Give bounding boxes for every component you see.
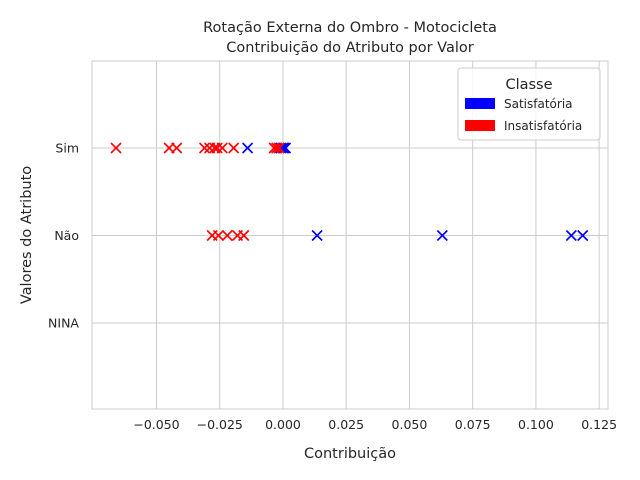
x-tick-label: 0.050 (392, 417, 428, 432)
legend-swatch-insatisfatoria (465, 120, 495, 131)
point-mark-stroke (311, 229, 323, 242)
x-tick-label: 0.075 (455, 417, 491, 432)
data-point-insatisfatoria (110, 142, 122, 154)
data-point-insatisfatoria (198, 142, 211, 154)
point-mark-stroke (221, 229, 233, 242)
x-axis-ticks: −0.050 −0.025 0.000 0.025 0.050 0.075 0.100 0.1… (133, 417, 617, 432)
data-point-insatisfatoria (171, 142, 183, 154)
legend-label-satisfatoria: Satisfatória (504, 97, 573, 111)
x-tick-label: 0.025 (328, 417, 364, 432)
data-point-insatisfatoria (273, 142, 285, 154)
point-mark-stroke (271, 142, 283, 154)
point-mark-stroke (273, 142, 285, 154)
data-point-satisfatoria (311, 229, 323, 242)
point-mark-stroke (211, 142, 223, 154)
data-point-insatisfatoria (216, 142, 228, 154)
y-tick-label-sim: Sim (55, 141, 79, 156)
plot-frame (91, 60, 609, 410)
legend-swatch-satisfatoria (465, 98, 495, 109)
x-axis-label: Contribuição (304, 446, 396, 462)
legend-label-insatisfatoria: Insatisfatória (504, 119, 582, 133)
point-mark-stroke (212, 229, 225, 242)
point-mark-stroke (241, 142, 254, 154)
point-mark-stroke (110, 142, 122, 154)
data-point-insatisfatoria (268, 142, 280, 154)
y-axis-ticks: Sim Não NINA (48, 141, 79, 331)
data-point-insatisfatoria (221, 229, 233, 242)
x-tick-label: 0.000 (265, 417, 301, 432)
data-point-satisfatoria (241, 142, 254, 154)
point-mark-stroke (238, 229, 250, 242)
data-point-insatisfatoria (271, 142, 283, 154)
point-mark-stroke (198, 142, 211, 154)
data-point-satisfatoria (436, 229, 448, 242)
data-point-satisfatoria (577, 229, 589, 242)
y-tick-label-nao: Não (54, 228, 79, 243)
point-mark-stroke (565, 229, 577, 242)
point-mark-stroke (171, 142, 183, 154)
x-tick-label: −0.050 (133, 417, 179, 432)
data-point-insatisfatoria (228, 142, 240, 154)
data-point-satisfatoria (565, 229, 577, 242)
chart-title-line-2: Contribuição do Atributo por Valor (226, 40, 473, 56)
y-axis-label: Valores do Atributo (19, 166, 35, 304)
legend-title: Classe (505, 77, 552, 93)
point-mark-stroke (216, 142, 228, 154)
x-tick-label: −0.025 (197, 417, 243, 432)
point-mark-stroke (436, 229, 448, 242)
data-points (110, 142, 589, 242)
x-tick-label: 0.100 (518, 417, 554, 432)
point-mark-stroke (268, 142, 280, 154)
x-tick-label: 0.125 (581, 417, 617, 432)
legend: Classe Satisfatória Insatisfatória (457, 67, 601, 141)
chart-title-line-1: Rotação Externa do Ombro - Motocicleta (203, 20, 497, 36)
data-point-insatisfatoria (211, 142, 223, 154)
point-mark-stroke (577, 229, 589, 242)
data-point-insatisfatoria (212, 229, 225, 242)
point-mark-stroke (228, 142, 240, 154)
data-point-insatisfatoria (238, 229, 250, 242)
y-tick-label-nina: NINA (48, 316, 79, 331)
